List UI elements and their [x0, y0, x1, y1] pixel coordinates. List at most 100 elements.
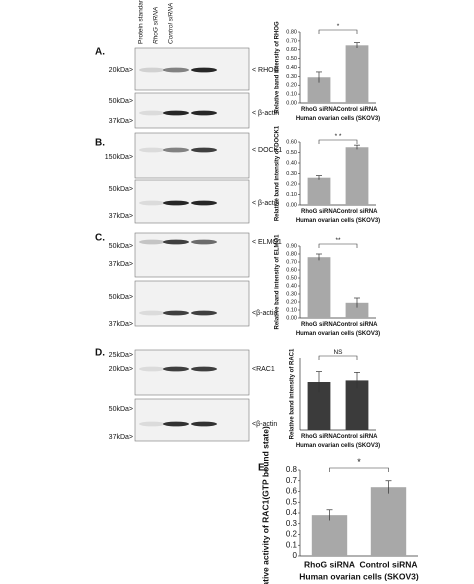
- column-header: Control siRNA: [168, 3, 175, 44]
- marker-label: 50kDa>: [109, 406, 133, 413]
- marker-label: 37kDa>: [109, 261, 133, 268]
- x-tick-label: RhoG siRNA: [301, 322, 338, 328]
- blot-band: [163, 310, 189, 316]
- blot-band: [139, 421, 165, 427]
- x-tick-label: RhoG siRNA: [301, 209, 338, 215]
- significance-label: **: [335, 237, 341, 244]
- marker-label: 25kDa>: [109, 352, 133, 359]
- y-tick-label: 0.20: [286, 299, 297, 305]
- y-axis-label: Relative activity of RAC1(GTP bound stat…: [261, 426, 271, 584]
- blot-band: [191, 421, 217, 427]
- band-label: < ELMO1: [252, 239, 282, 246]
- marker-label: 50kDa>: [109, 98, 133, 105]
- x-axis-label: Human ovarian cells (SKOV3): [296, 218, 380, 224]
- blot-band: [163, 67, 189, 73]
- blot-band: [191, 147, 217, 153]
- blot-band: [163, 110, 189, 116]
- bar: [345, 45, 369, 103]
- blot-image: [134, 232, 250, 278]
- y-axis-label: Relative band intensity of ELMO1: [274, 234, 280, 330]
- band-label: < β-actin: [252, 110, 279, 117]
- y-tick-label: 0.2: [286, 530, 298, 539]
- significance-bracket: [318, 355, 358, 360]
- y-tick-label: 0.10: [286, 192, 297, 198]
- y-tick-label: 0.4: [286, 508, 298, 517]
- x-tick-label: Control siRNA: [337, 434, 379, 440]
- y-tick-label: 0.10: [286, 92, 297, 98]
- blot-image: [134, 132, 250, 179]
- bar: [345, 380, 369, 430]
- x-tick-label: RhoG siRNA: [301, 107, 338, 113]
- y-tick-label: 0.6: [286, 487, 298, 496]
- panel-label: D.: [95, 348, 105, 359]
- panel-label: C.: [95, 233, 105, 244]
- blot-band: [139, 239, 165, 245]
- blot-band: [163, 239, 189, 245]
- blot-image: [134, 349, 250, 396]
- y-tick-label: 0.70: [286, 38, 297, 44]
- blot-band: [191, 366, 217, 372]
- y-tick-label: 0.7: [286, 476, 298, 485]
- y-axis-label: Relative band intensity of RHOG: [274, 21, 280, 114]
- blot-image: [134, 280, 250, 327]
- y-tick-label: 0.00: [286, 100, 297, 106]
- y-tick-label: 0.60: [286, 139, 297, 145]
- marker-label: 20kDa>: [109, 366, 133, 373]
- y-tick-label: 0: [293, 551, 298, 560]
- y-tick-label: 0.50: [286, 56, 297, 62]
- band-label: < β-actin: [252, 200, 279, 207]
- marker-label: 37kDa>: [109, 118, 133, 125]
- y-axis-label: Relative band intensity of DOCK1: [274, 125, 280, 221]
- y-tick-label: 0.50: [286, 150, 297, 156]
- y-tick-label: 0.60: [286, 47, 297, 53]
- y-tick-label: 0.8: [286, 465, 298, 474]
- blot-band: [139, 147, 165, 153]
- blot-band: [191, 67, 217, 73]
- marker-label: 37kDa>: [109, 434, 133, 441]
- blot-image: [134, 47, 250, 91]
- blot-image: [134, 179, 250, 224]
- marker-label: 20kDa>: [109, 67, 133, 74]
- y-tick-label: 0.40: [286, 65, 297, 71]
- x-tick-label: RhoG siRNA: [304, 559, 355, 569]
- band-label: < RHOG: [252, 67, 279, 74]
- y-tick-label: 0.60: [286, 267, 297, 273]
- x-tick-label: Control siRNA: [337, 209, 379, 215]
- y-tick-label: 0.90: [286, 243, 297, 249]
- y-tick-label: 0.3: [286, 519, 298, 528]
- blot-band: [163, 147, 189, 153]
- blot-band: [139, 67, 165, 73]
- y-tick-label: 0.20: [286, 83, 297, 89]
- x-tick-label: RhoG siRNA: [301, 434, 338, 440]
- marker-label: 37kDa>: [109, 213, 133, 220]
- column-header: Protein standard: [138, 0, 145, 44]
- significance-label: * *: [335, 133, 342, 140]
- significance-bracket: [318, 243, 358, 248]
- significance-bracket: [329, 467, 389, 472]
- blot-image: [134, 92, 250, 129]
- blot-band: [191, 200, 217, 206]
- bar: [307, 382, 331, 430]
- column-header: RhoG siRNA: [153, 7, 160, 44]
- bar: [311, 515, 348, 556]
- x-axis-label: Human ovarian cells (SKOV3): [296, 443, 380, 449]
- x-tick-label: Control siRNA: [359, 559, 417, 569]
- x-axis-label: Human ovarian cells (SKOV3): [296, 116, 380, 122]
- blot-band: [139, 200, 165, 206]
- blot-band: [163, 421, 189, 427]
- marker-label: 50kDa>: [109, 294, 133, 301]
- x-axis-label: Human ovarian cells (SKOV3): [299, 571, 419, 581]
- marker-label: 150kDa>: [105, 154, 133, 161]
- significance-label: *: [337, 23, 340, 30]
- x-axis-label: Human ovarian cells (SKOV3): [296, 331, 380, 337]
- significance-bracket: [318, 139, 358, 144]
- y-tick-label: 0.80: [286, 251, 297, 257]
- marker-label: 50kDa>: [109, 243, 133, 250]
- bar: [307, 77, 331, 103]
- y-tick-label: 0.40: [286, 283, 297, 289]
- band-label: <β-actin: [252, 421, 277, 428]
- band-label: <RAC1: [252, 366, 275, 373]
- bar: [345, 147, 369, 205]
- blot-band: [163, 366, 189, 372]
- marker-label: 37kDa>: [109, 321, 133, 328]
